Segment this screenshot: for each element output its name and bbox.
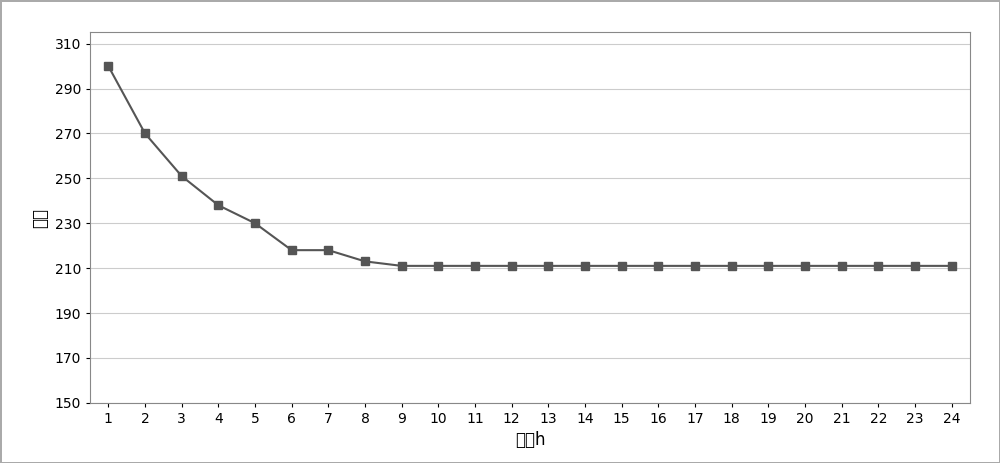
Y-axis label: 应变: 应变 xyxy=(31,207,49,228)
X-axis label: 时间h: 时间h xyxy=(515,432,545,450)
